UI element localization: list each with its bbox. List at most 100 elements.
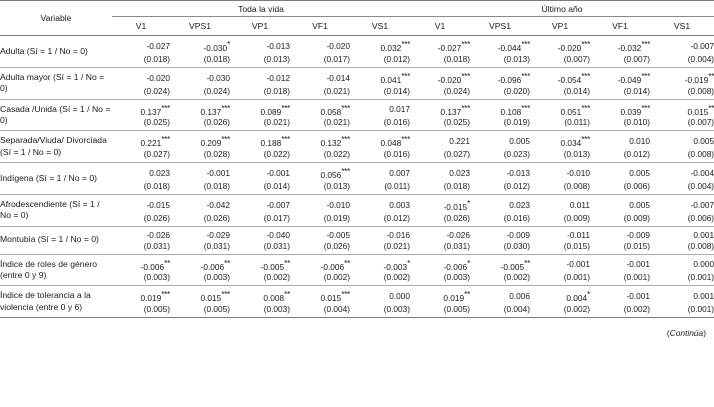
table-row-standard-error: (0.024) (0.024) (0.018) (0.021) (0.014) (0.02…	[0, 85, 714, 99]
significance-stars: *	[407, 257, 411, 268]
standard-error-cell: (0.008)	[687, 85, 714, 96]
coefficient-value: 0.005	[509, 136, 531, 147]
significance-stars: ***	[581, 70, 591, 81]
rule-segment	[410, 317, 471, 319]
table-row-standard-error: (0.031) (0.031) (0.031) (0.026) (0.021) (0.03…	[0, 240, 714, 254]
table-row: Separada/Viuda/ Divorciada (Sí = 1 / No …	[0, 130, 714, 163]
significance-stars: ***	[521, 39, 531, 49]
standard-error-cell: (0.001)	[687, 272, 714, 283]
coefficient-cell: -0.096***	[470, 66, 530, 86]
coefficient-value: 0.041	[380, 74, 402, 85]
coefficient-cell: -0.005**	[230, 253, 290, 272]
coefficient-value: -0.001	[566, 259, 591, 270]
coefficient-value: 0.006	[509, 291, 531, 302]
standard-error-cell: (0.015)	[563, 240, 591, 251]
coefficient-value: -0.020	[146, 72, 170, 83]
standard-error-cell: (0.002)	[263, 272, 290, 283]
coefficient-value: 0.001	[693, 291, 714, 302]
rule-segment	[650, 317, 714, 319]
coefficient-cell: 0.017	[350, 98, 411, 117]
standard-error-cell: (0.031)	[203, 240, 230, 251]
coefficient-cell: 0.015**	[650, 98, 714, 117]
coefficient-cell: -0.010	[290, 193, 350, 213]
standard-error-cell: (0.016)	[383, 149, 411, 160]
coefficient-value: -0.011	[567, 229, 591, 240]
standard-error-cell: (0.015)	[623, 240, 651, 251]
coefficient-value: -0.026	[146, 229, 170, 240]
coefficient-value: 0.023	[149, 167, 170, 178]
coefficient-cell: 0.005	[470, 130, 531, 149]
standard-error-cell: (0.027)	[143, 149, 170, 160]
coefficient-value: -0.030	[203, 42, 228, 53]
coefficient-cell: -0.020	[112, 66, 170, 86]
coefficient-cell: -0.005**	[470, 253, 530, 272]
header-group-row: Variable Toda la vida Último año	[0, 0, 714, 36]
table-row-standard-error: (0.025) (0.026) (0.021) (0.021) (0.016) (0.02…	[0, 117, 714, 131]
standard-error-cell: (0.003)	[443, 272, 471, 283]
coefficient-cell: -0.027***	[410, 36, 471, 54]
continued-note: (Continúa)	[666, 328, 706, 339]
coefficient-value: -0.001	[266, 167, 290, 178]
coefficient-value: -0.020	[557, 42, 582, 53]
significance-stars: ***	[641, 70, 651, 81]
rule-segment	[290, 317, 350, 319]
standard-error-cell: (0.026)	[323, 240, 350, 251]
significance-stars: ***	[161, 289, 170, 300]
table-row: Índice de tolerancia a la violencia (ent…	[0, 285, 714, 318]
coefficient-cell: 0.023	[410, 162, 471, 181]
coefficient-cell: -0.026	[410, 225, 471, 241]
coefficient-value: 0.089	[260, 106, 282, 117]
coefficient-cell: 0.006	[470, 285, 531, 304]
coefficient-cell: -0.026	[112, 225, 170, 241]
coefficient-value: 0.003	[389, 199, 411, 210]
coefficient-value: -0.006	[320, 261, 345, 272]
table-row: Adulta mayor (Sí = 1 / No = 0) -0.020 -0.0…	[0, 66, 714, 100]
standard-error-cell: (0.026)	[203, 212, 230, 223]
coefficient-cell: 0.137***	[170, 98, 230, 117]
standard-error-cell: (0.002)	[383, 272, 411, 283]
coefficient-value: 0.032	[380, 42, 402, 53]
coefficient-cell: 0.039***	[590, 98, 650, 117]
coefficient-cell: 0.023	[470, 193, 531, 213]
coefficient-cell: 0.132***	[290, 130, 350, 149]
standard-error-cell: (0.016)	[383, 117, 411, 128]
standard-error-cell: (0.023)	[503, 149, 531, 160]
standard-error-cell: (0.019)	[323, 212, 350, 223]
coefficient-value: -0.096	[497, 74, 522, 85]
standard-error-cell: (0.012)	[383, 53, 411, 64]
coefficient-cell: -0.027	[112, 36, 170, 54]
column-header-ua-vps1: VPS1	[470, 16, 531, 36]
standard-error-cell: (0.005)	[143, 304, 170, 315]
standard-error-cell: (0.004)	[687, 53, 714, 64]
standard-error-cell: (0.026)	[443, 212, 471, 223]
coefficient-cell: -0.020***	[530, 36, 591, 54]
column-header-tv-vp1: VP1	[230, 16, 290, 36]
column-header-ua-v1: V1	[410, 16, 471, 36]
standard-error-cell: (0.026)	[203, 117, 230, 128]
significance-stars: ***	[461, 102, 471, 113]
coefficient-value: -0.019	[684, 74, 709, 85]
coefficient-value: 0.221	[449, 136, 471, 147]
coefficient-value: 0.034	[560, 138, 582, 149]
standard-error-cell: (0.031)	[443, 240, 471, 251]
column-header-tv-vs1: VS1	[350, 16, 411, 36]
standard-error-cell: (0.006)	[623, 180, 651, 191]
standard-error-cell: (0.004)	[503, 304, 531, 315]
coefficient-cell: 0.005	[590, 162, 651, 181]
significance-stars: ***	[521, 102, 531, 113]
table-bottom-rule	[0, 317, 714, 319]
standard-error-cell: (0.003)	[143, 272, 170, 283]
coefficient-value: -0.027	[146, 40, 170, 51]
column-header-variable: Variable	[0, 0, 112, 36]
standard-error-cell: (0.001)	[623, 272, 651, 283]
coefficient-cell: 0.032***	[350, 36, 410, 54]
standard-error-cell: (0.024)	[443, 85, 471, 96]
significance-stars: ***	[461, 39, 471, 49]
row-label-variable: Índice de tolerancia a la violencia (ent…	[0, 285, 112, 318]
coefficient-value: -0.015	[443, 201, 468, 212]
coefficient-cell: -0.012	[230, 66, 290, 86]
significance-stars: ***	[221, 102, 230, 113]
coefficient-value: 0.023	[449, 167, 471, 178]
coefficient-cell: -0.009	[470, 225, 531, 241]
standard-error-cell: (0.017)	[263, 212, 290, 223]
